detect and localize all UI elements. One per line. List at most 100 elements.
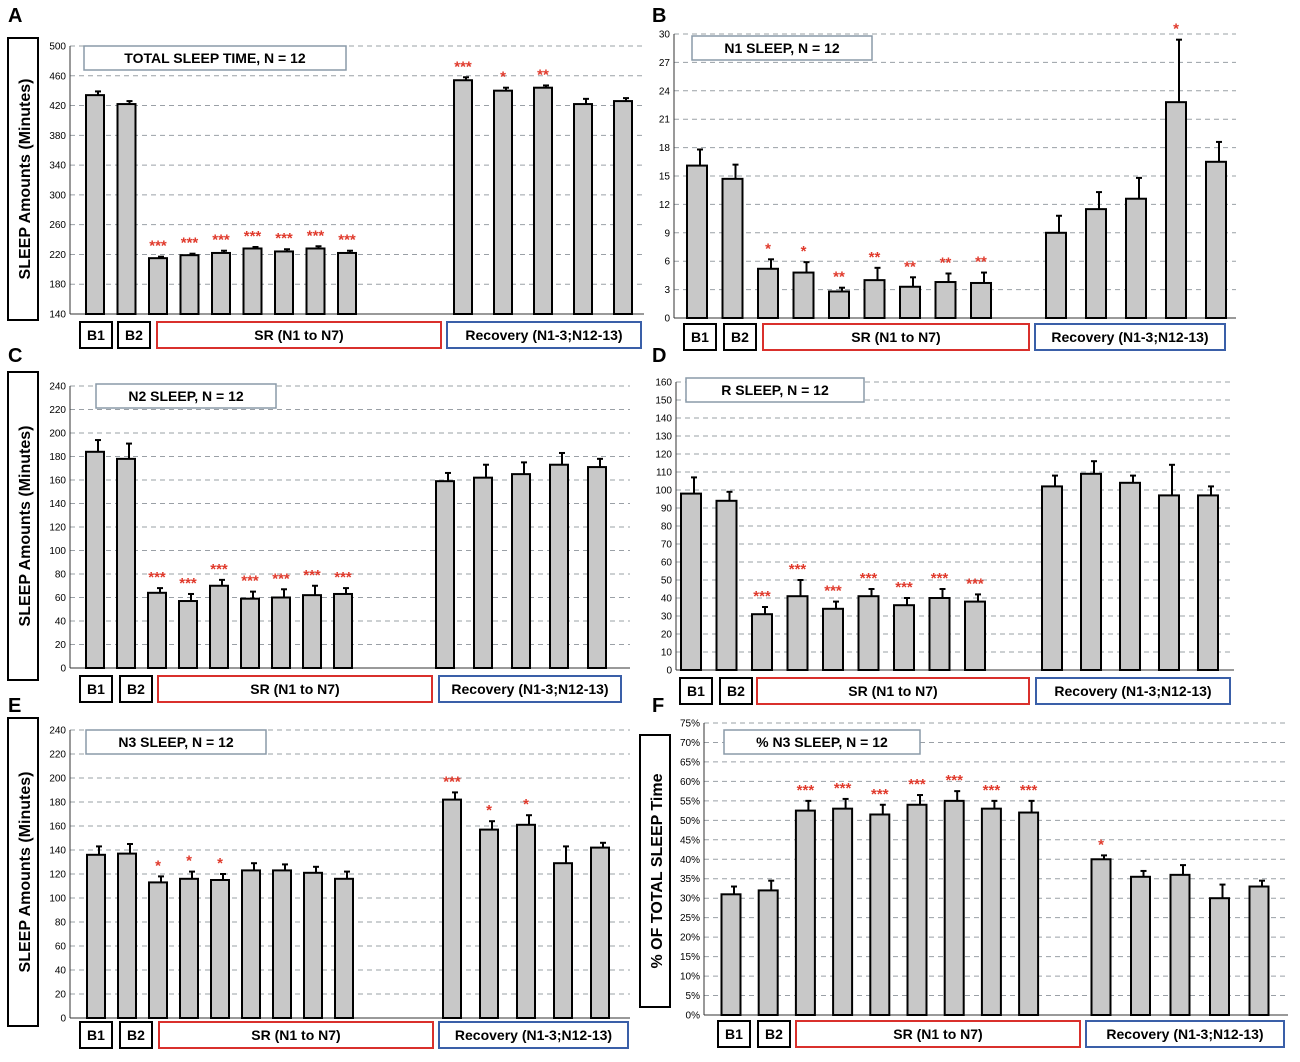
group-label-b2-box [119, 675, 153, 703]
y-tick-label: 80 [661, 522, 673, 533]
bar-sr1 [148, 881, 168, 1020]
significance-stars: *** [303, 567, 321, 584]
bar-sr7 [333, 592, 353, 669]
y-tick-label: 60 [661, 558, 673, 569]
y-tick-label: 75% [680, 719, 700, 730]
y-tick-label: 80 [55, 570, 67, 581]
significance-stars: *** [181, 235, 199, 252]
group-label-sr-box [756, 677, 1030, 705]
chart-title: TOTAL SLEEP TIME, N = 12 [124, 50, 306, 66]
y-tick-label: 40% [680, 855, 700, 866]
significance-stars: *** [983, 782, 1001, 799]
y-tick-label: 200 [49, 774, 66, 785]
group-label-b1: B1 [725, 1026, 743, 1042]
y-tick-label: 27 [659, 58, 671, 69]
significance-stars: *** [908, 776, 926, 793]
significance-stars: *** [871, 786, 889, 803]
y-tick-label: 60% [680, 777, 700, 788]
significance-stars: *** [212, 232, 230, 249]
chart-title: N2 SLEEP, N = 12 [128, 388, 244, 404]
group-label-b1-box [683, 323, 717, 351]
group-label-recovery: Recovery (N1-3;N12-13) [451, 681, 608, 697]
significance-stars: *** [334, 569, 352, 586]
significance-stars: *** [1020, 782, 1038, 799]
group-label-recovery: Recovery (N1-3;N12-13) [1051, 329, 1208, 345]
significance-stars: *** [338, 232, 356, 249]
group-label-recovery-box [1034, 323, 1226, 351]
y-tick-label: 60 [55, 942, 67, 953]
bar-r13 [1205, 160, 1227, 319]
y-tick-label: 30% [680, 894, 700, 905]
chart-title-box [723, 729, 921, 755]
y-tick-label: 5% [686, 991, 701, 1002]
bar-sr2 [786, 595, 809, 672]
y-tick-label: 10 [661, 648, 673, 659]
bar-r2 [1130, 875, 1151, 1017]
bar-b1 [680, 492, 702, 671]
bar-r1 [435, 480, 455, 669]
group-label-b2-box [723, 323, 757, 351]
bar-sr7 [337, 251, 357, 315]
panel-letter-f: F [652, 695, 664, 717]
ylabel-c: SLEEP Amounts (Minutes) [17, 426, 34, 627]
significance-stars: *** [834, 780, 852, 797]
bar-sr3 [210, 879, 230, 1019]
group-label-sr-box [762, 323, 1030, 351]
bar-sr4 [863, 279, 886, 319]
bar-r2 [473, 476, 493, 669]
chart-title-box [95, 383, 277, 409]
y-tick-label: 300 [49, 190, 66, 201]
bar-r3 [1169, 873, 1191, 1017]
panel-letter-c: C [8, 345, 22, 367]
bar-sr1 [147, 591, 167, 669]
y-tick-label: 10% [680, 972, 700, 983]
group-label-b1: B1 [87, 681, 105, 697]
y-tick-label: 160 [49, 822, 66, 833]
group-label-sr: SR (N1 to N7) [254, 327, 343, 343]
chart-title-box [85, 729, 267, 755]
bar-r13 [590, 846, 610, 1019]
y-tick-label: 80 [55, 918, 67, 929]
group-label-sr-box [157, 675, 433, 703]
significance-stars: ** [869, 249, 881, 266]
y-tick-label: 220 [49, 405, 66, 416]
bar-r3 [1119, 481, 1141, 671]
significance-stars: *** [149, 238, 167, 255]
bar-r12 [573, 103, 593, 315]
bar-r3 [533, 86, 553, 315]
bar-sr3 [828, 290, 850, 320]
bar-r12 [549, 463, 569, 669]
bar-r3 [511, 473, 531, 669]
significance-stars: * [523, 796, 529, 813]
y-tick-label: 120 [655, 450, 672, 461]
bar-b2 [715, 499, 738, 671]
chart-title-box [685, 377, 865, 403]
y-tick-label: 25% [680, 913, 700, 924]
group-label-recovery-box [438, 675, 622, 703]
bar-sr3 [822, 607, 844, 671]
y-tick-label: 0 [666, 666, 672, 677]
bar-sr7 [1018, 811, 1040, 1017]
bar-r2 [1080, 472, 1102, 671]
bar-b2 [116, 457, 136, 669]
y-tick-label: 260 [49, 220, 66, 231]
y-tick-label: 6 [664, 257, 670, 268]
group-label-b1: B1 [87, 327, 105, 343]
bar-sr3 [209, 584, 229, 669]
bar-sr2 [179, 877, 199, 1019]
group-label-b1-box [679, 677, 713, 705]
chart-title-box [83, 45, 347, 71]
chart-panel-d: 0 10 20 30 40 50 60 70 80 90 100 110 120 130 140 150 160… [655, 377, 1234, 705]
significance-stars: *** [753, 588, 771, 605]
chart-title: N3 SLEEP, N = 12 [118, 734, 234, 750]
group-label-recovery: Recovery (N1-3;N12-13) [465, 327, 622, 343]
significance-stars: *** [307, 227, 325, 244]
significance-stars: ** [833, 269, 845, 286]
y-tick-label: 340 [49, 161, 66, 172]
y-tick-label: 460 [49, 71, 66, 82]
y-tick-label: 200 [49, 429, 66, 440]
significance-stars: * [1098, 836, 1104, 853]
y-tick-label: 45% [680, 835, 700, 846]
bar-r12 [1165, 101, 1187, 319]
